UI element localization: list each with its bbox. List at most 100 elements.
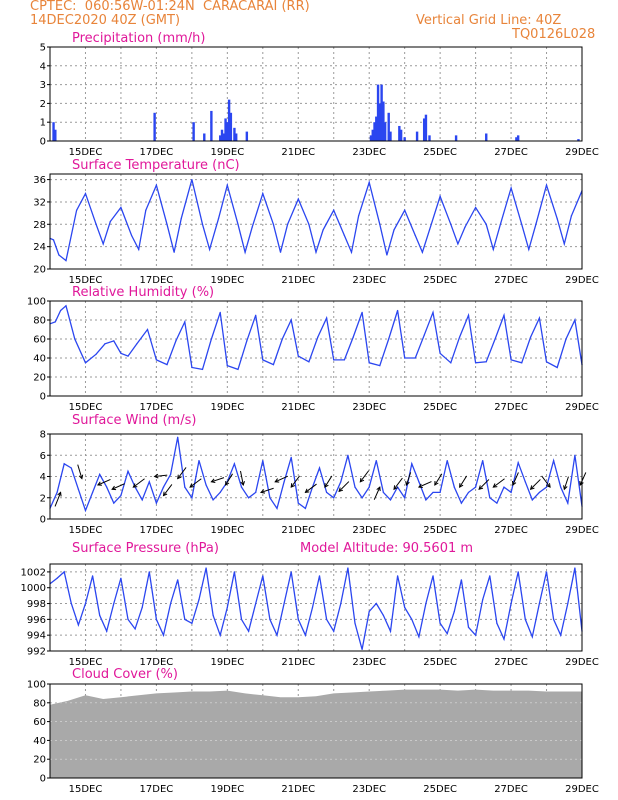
y-tick-label: 24	[33, 242, 46, 253]
x-tick-label: 25DEC	[423, 525, 457, 536]
temp-point	[109, 220, 111, 223]
rh-point	[352, 336, 354, 338]
rh-point	[326, 317, 328, 319]
precip-bar	[378, 103, 382, 141]
precip-bar	[219, 135, 222, 141]
y-tick-label: 6	[40, 451, 46, 462]
pres-point	[453, 610, 455, 613]
rh-point	[60, 309, 62, 312]
wind-arrow	[211, 477, 225, 483]
wind-arrow	[54, 492, 62, 507]
rh-point	[120, 352, 122, 354]
temp-point	[510, 187, 512, 189]
wind-arrow	[393, 477, 403, 490]
temp-point	[145, 209, 147, 211]
wind-arrow-head	[359, 477, 365, 483]
pres-point	[70, 602, 72, 605]
temp-point	[368, 181, 370, 183]
x-tick-label: 27DEC	[494, 275, 528, 286]
wind-arrow	[275, 475, 289, 483]
x-tick-label: 25DEC	[423, 402, 457, 413]
wind-point	[191, 497, 193, 499]
wind-point	[84, 509, 87, 512]
pres-point	[283, 602, 285, 605]
wind-point	[184, 486, 186, 488]
precip-bar	[454, 135, 458, 141]
rh-point	[396, 309, 399, 312]
pres-point	[191, 622, 193, 624]
wind-point	[446, 459, 448, 462]
panel-pres: 992 994 996 998 1000 1002 15DEC 17DEC 19DEC 21DEC…	[21, 541, 599, 668]
rh-point	[127, 355, 129, 357]
pres-point	[432, 575, 434, 577]
pres-point	[538, 602, 541, 605]
rh-point	[450, 362, 452, 364]
pres-point	[177, 579, 179, 581]
panel-rh: 0 20 40 60 80 100 15DEC 17DEC 19DEC 21DEC 23DEC 25D…	[27, 285, 599, 413]
temp-point	[102, 243, 104, 245]
pres-point	[389, 630, 392, 632]
temp-point	[297, 198, 299, 200]
pres-point	[162, 634, 165, 636]
wind-arrow-head	[78, 474, 84, 480]
rh-point	[521, 362, 523, 364]
wind-point	[361, 497, 363, 499]
wind-arrow	[459, 475, 468, 488]
precip-bar	[245, 131, 249, 141]
temp-point	[315, 251, 317, 253]
rh-point	[166, 364, 168, 366]
wind-arrow-head	[57, 491, 62, 497]
panel-title: Precipitation (mm/h)	[72, 31, 205, 46]
y-tick-label: 4	[40, 61, 46, 72]
wind-point	[482, 459, 484, 462]
precip-bar	[373, 122, 376, 141]
wind-point	[425, 499, 427, 501]
panel-title: Surface Pressure (hPa)	[72, 541, 219, 556]
temp-point	[322, 229, 324, 231]
temp-point	[191, 178, 193, 181]
pres-point	[169, 602, 172, 605]
x-tick-label: 17DEC	[140, 147, 174, 158]
temp-point	[379, 223, 381, 225]
y-tick-label: 100	[27, 680, 46, 691]
pres-point	[297, 618, 299, 620]
x-tick-label: 29DEC	[565, 657, 599, 668]
rh-point	[361, 311, 363, 313]
wind-arrow	[512, 472, 519, 486]
x-tick-label: 15DEC	[69, 784, 103, 795]
y-tick-label: 20	[33, 373, 46, 384]
temp-point	[556, 218, 558, 220]
precip-bar	[389, 131, 392, 141]
wind-point	[276, 507, 278, 509]
wind-point	[389, 499, 392, 501]
pres-point	[205, 567, 207, 569]
temp-point	[166, 223, 168, 225]
pres-point	[326, 618, 328, 620]
panel-note: Model Altitude: 90.5601 m	[300, 541, 473, 556]
rh-point	[95, 353, 97, 355]
panel-frame	[49, 300, 583, 397]
wind-arrow	[359, 470, 370, 483]
rh-point	[333, 359, 335, 361]
x-tick-label: 19DEC	[210, 525, 244, 536]
wind-arrow	[418, 481, 432, 488]
precip-bar	[577, 139, 580, 141]
y-tick-label: 40	[33, 736, 46, 747]
rh-point	[281, 338, 283, 340]
rh-point	[368, 362, 370, 364]
x-tick-label: 27DEC	[494, 657, 528, 668]
rh-point	[459, 336, 461, 338]
wind-point	[503, 486, 505, 488]
rh-point	[290, 319, 292, 321]
pres-point	[120, 577, 122, 579]
pres-point	[425, 602, 427, 605]
pres-point	[510, 602, 512, 605]
y-tick-label: 2	[40, 493, 46, 504]
wind-point	[148, 481, 150, 483]
temp-point	[180, 218, 182, 220]
x-tick-label: 15DEC	[69, 525, 103, 536]
pres-point	[226, 606, 228, 609]
wind-point	[283, 481, 285, 483]
pres-point	[475, 634, 477, 636]
wind-point	[460, 502, 463, 504]
